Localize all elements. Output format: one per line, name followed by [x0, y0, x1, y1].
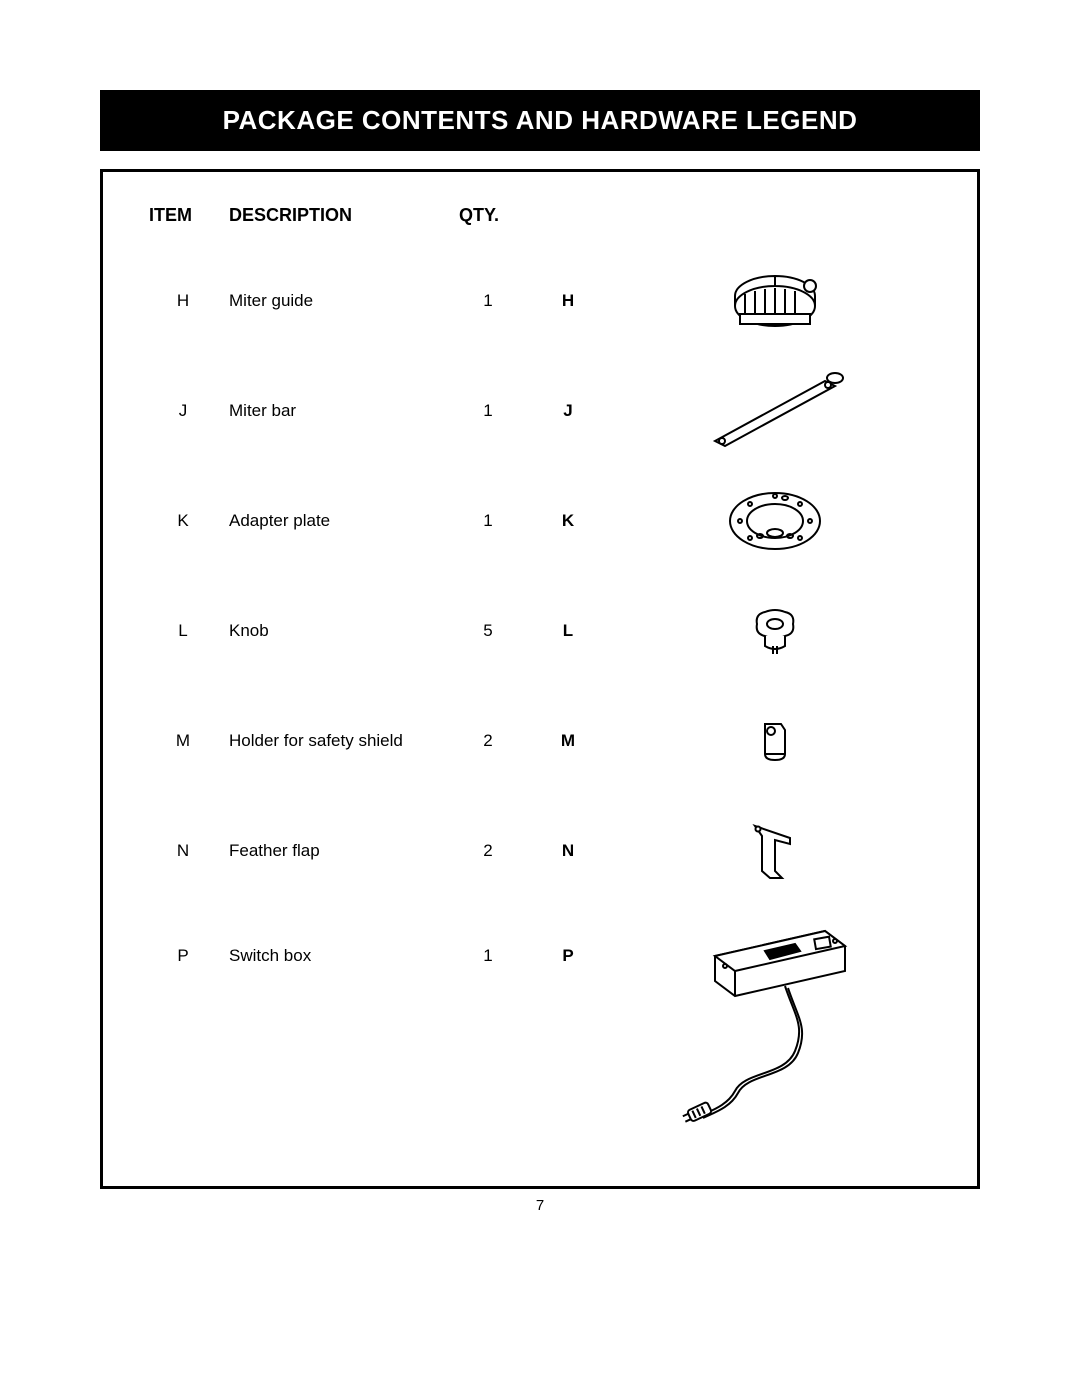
header-item: ITEM: [143, 197, 223, 246]
cell-description: Miter bar: [223, 356, 453, 466]
cell-label: K: [523, 466, 613, 576]
cell-qty: 1: [453, 466, 523, 576]
cell-label: L: [523, 576, 613, 686]
cell-item: M: [143, 686, 223, 796]
table-row: H Miter guide 1 H: [143, 246, 937, 356]
knob-icon: [745, 604, 805, 659]
cell-qty: 1: [453, 246, 523, 356]
page: PACKAGE CONTENTS AND HARDWARE LEGEND ITE…: [0, 0, 1080, 1254]
header-qty: QTY.: [453, 197, 523, 246]
cell-image: [613, 686, 937, 796]
header-description: DESCRIPTION: [223, 197, 453, 246]
table-row: L Knob 5 L: [143, 576, 937, 686]
table-row: M Holder for safety shield 2 M: [143, 686, 937, 796]
cell-image: [613, 576, 937, 686]
table-row: J Miter bar 1 J: [143, 356, 937, 466]
cell-image: [613, 906, 937, 1146]
cell-label: M: [523, 686, 613, 796]
cell-item: L: [143, 576, 223, 686]
page-number: 7: [100, 1197, 980, 1214]
cell-qty: 1: [453, 906, 523, 1146]
cell-label: J: [523, 356, 613, 466]
cell-qty: 2: [453, 796, 523, 906]
cell-item: H: [143, 246, 223, 356]
cell-image: [613, 356, 937, 466]
cell-label: N: [523, 796, 613, 906]
cell-item: N: [143, 796, 223, 906]
cell-description: Adapter plate: [223, 466, 453, 576]
cell-label: P: [523, 906, 613, 1146]
cell-description: Switch box: [223, 906, 453, 1146]
feather-flap-icon: [740, 816, 810, 886]
header-image-spacer: [613, 197, 937, 246]
cell-description: Knob: [223, 576, 453, 686]
cell-description: Feather flap: [223, 796, 453, 906]
miter-bar-icon: [700, 366, 850, 456]
cell-item: P: [143, 906, 223, 1146]
switch-box-icon: [675, 916, 875, 1136]
miter-guide-icon: [715, 266, 835, 336]
cell-label: H: [523, 246, 613, 356]
cell-description: Miter guide: [223, 246, 453, 356]
cell-item: J: [143, 356, 223, 466]
content-box: ITEM DESCRIPTION QTY. H Miter guide 1 H: [100, 169, 980, 1189]
cell-image: [613, 796, 937, 906]
cell-qty: 2: [453, 686, 523, 796]
cell-item: K: [143, 466, 223, 576]
cell-qty: 5: [453, 576, 523, 686]
adapter-plate-icon: [720, 486, 830, 556]
cell-description: Holder for safety shield: [223, 686, 453, 796]
holder-icon: [753, 716, 798, 766]
header-label-spacer: [523, 197, 613, 246]
table-header-row: ITEM DESCRIPTION QTY.: [143, 197, 937, 246]
cell-image: [613, 246, 937, 356]
cell-qty: 1: [453, 356, 523, 466]
table-row: K Adapter plate 1 K: [143, 466, 937, 576]
page-title: PACKAGE CONTENTS AND HARDWARE LEGEND: [100, 90, 980, 151]
cell-image: [613, 466, 937, 576]
table-row: P Switch box 1 P: [143, 906, 937, 1146]
table-row: N Feather flap 2 N: [143, 796, 937, 906]
parts-table: ITEM DESCRIPTION QTY. H Miter guide 1 H: [143, 197, 937, 1146]
